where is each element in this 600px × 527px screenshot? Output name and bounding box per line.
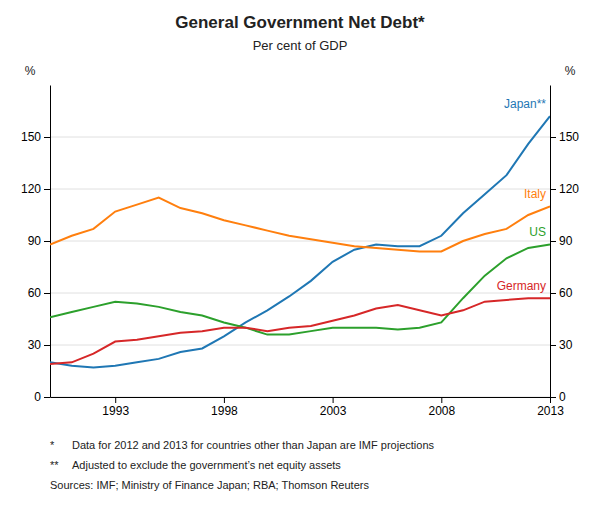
tick-label: 2003	[320, 404, 347, 418]
tick-mark	[44, 345, 50, 346]
tick-mark	[44, 189, 50, 190]
tick: 1993	[102, 397, 129, 418]
footnote-bullet: **	[50, 459, 59, 471]
y2-axis: 0 30 60 90 120 150	[550, 86, 579, 405]
tick-mark	[44, 293, 50, 294]
subtitle: Per cent of GDP	[253, 38, 348, 53]
tick-label: 1998	[211, 404, 238, 418]
grid	[50, 137, 550, 397]
tick: 0	[550, 390, 566, 404]
tick-mark	[550, 137, 556, 138]
tick: 30	[28, 338, 50, 352]
axis-line	[50, 86, 51, 398]
tick: 90	[550, 234, 573, 248]
tick: 0	[34, 390, 50, 404]
tick-label: 0	[34, 390, 41, 404]
grid-line	[50, 189, 550, 190]
series-line	[50, 116, 550, 367]
tick-mark	[550, 293, 556, 294]
tick-label: 0	[559, 390, 566, 404]
y2-axis-label: %	[565, 64, 576, 78]
footnote: Sources: IMF; Ministry of Finance Japan;…	[50, 479, 369, 491]
series-line	[50, 244, 550, 334]
tick-mark	[550, 189, 556, 190]
series-label: Japan**	[504, 97, 546, 111]
footnotes: * Data for 2012 and 2013 for countries ot…	[50, 439, 434, 491]
tick: 150	[550, 130, 579, 144]
series-line	[50, 198, 550, 252]
series-line	[50, 298, 550, 364]
tick-mark	[333, 397, 334, 403]
tick-label: 60	[28, 286, 42, 300]
tick-label: 120	[21, 182, 41, 196]
y-axis: 0 30 60 90 120 150	[21, 86, 51, 405]
series-label: Italy	[524, 187, 546, 201]
x-axis: 1993 1998 2003 2008 2013	[51, 397, 565, 418]
y-axis-label: %	[25, 64, 36, 78]
grid-line	[50, 241, 550, 242]
plot: 1993199820032008201303060901201500306090…	[21, 64, 579, 418]
tick-label: 2013	[537, 404, 564, 418]
series-labels: Japan** Italy US Germany	[497, 97, 547, 293]
tick: 2003	[320, 397, 347, 418]
tick-mark	[550, 241, 556, 242]
tick-mark	[115, 397, 116, 403]
tick-label: 2008	[428, 404, 455, 418]
title: General Government Net Debt*	[175, 13, 425, 32]
chart: General Government Net Debt* Per cent of …	[0, 0, 600, 527]
tick: 2008	[428, 397, 455, 418]
grid-line	[50, 293, 550, 294]
tick: 60	[550, 286, 573, 300]
tick: 60	[28, 286, 50, 300]
footnote: Data for 2012 and 2013 for countries oth…	[72, 439, 434, 451]
lines	[50, 116, 550, 367]
tick: 150	[21, 130, 50, 144]
tick-label: 30	[28, 338, 42, 352]
grid-line	[50, 397, 550, 398]
tick-label: 150	[21, 130, 41, 144]
tick-label: 60	[559, 286, 573, 300]
tick: 120	[21, 182, 50, 196]
tick-mark	[441, 397, 442, 403]
tick-label: 120	[559, 182, 579, 196]
tick-label: 150	[559, 130, 579, 144]
series-label: US	[529, 225, 546, 239]
tick-label: 90	[559, 234, 573, 248]
series-label: Germany	[497, 279, 546, 293]
tick-label: 90	[28, 234, 42, 248]
footnote-bullet: *	[50, 439, 55, 451]
tick-mark	[550, 345, 556, 346]
grid-line	[50, 345, 550, 346]
tick: 1998	[211, 397, 238, 418]
tick-mark	[44, 137, 50, 138]
tick: 90	[28, 234, 50, 248]
tick: 120	[550, 182, 579, 196]
tick-mark	[44, 241, 50, 242]
axis-line	[51, 397, 551, 398]
tick-mark	[44, 397, 50, 398]
tick-mark	[224, 397, 225, 403]
tick: 30	[550, 338, 573, 352]
tick-label: 1993	[102, 404, 129, 418]
grid-line	[50, 137, 550, 138]
footnote: Adjusted to exclude the government’s net…	[72, 459, 341, 471]
tick-mark	[550, 397, 556, 398]
tick-label: 30	[559, 338, 573, 352]
